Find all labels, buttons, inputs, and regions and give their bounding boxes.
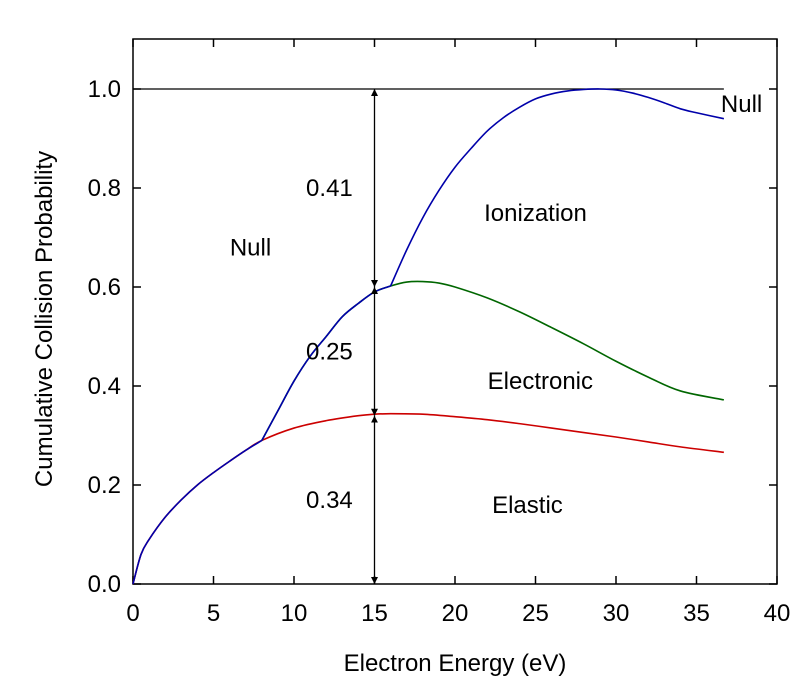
x-tick-label: 40 [764, 600, 791, 627]
x-tick-label: 35 [683, 600, 710, 627]
annotation-label: 0.34 [306, 487, 353, 514]
region-label: Elastic [492, 492, 563, 519]
x-axis-title: Electron Energy (eV) [344, 650, 567, 677]
ticks: 0 5 10 15 20 25 30 35 40 0.0 0.2 0.4 0.6 0.8 1.0 [88, 39, 791, 627]
series-ionization-line [389, 88, 725, 287]
region-label: Null [721, 91, 762, 118]
region-label: Ionization [484, 200, 587, 227]
label-layer: Null Ionization Electronic Elastic Null [230, 91, 762, 519]
x-tick-label: 10 [281, 600, 308, 627]
region-label: Null [230, 234, 271, 261]
annotation-label: 0.41 [306, 175, 353, 202]
x-tick-label: 20 [442, 600, 469, 627]
series-layer [132, 88, 725, 585]
y-tick-label: 0.8 [88, 175, 121, 202]
series-elastic-line [132, 412, 724, 585]
y-tick-label: 1.0 [88, 76, 121, 103]
envelope-low-line [132, 439, 263, 585]
y-tick-label: 0.4 [88, 373, 121, 400]
x-tick-label: 0 [126, 600, 139, 627]
plot-frame [132, 38, 778, 585]
x-tick-label: 5 [207, 600, 220, 627]
region-label: Electronic [488, 368, 593, 395]
x-tick-label: 15 [361, 600, 388, 627]
y-tick-label: 0.2 [88, 472, 121, 499]
y-axis-title: Cumulative Collision Probability [31, 151, 58, 487]
x-tick-label: 30 [603, 600, 630, 627]
annotation-layer: 0.41 0.25 0.34 [306, 89, 378, 584]
y-tick-label: 0.6 [88, 274, 121, 301]
annotation-label: 0.25 [306, 338, 353, 365]
x-tick-label: 25 [522, 600, 549, 627]
y-tick-label: 0.0 [88, 571, 121, 598]
envelope-mid-line [261, 285, 391, 441]
